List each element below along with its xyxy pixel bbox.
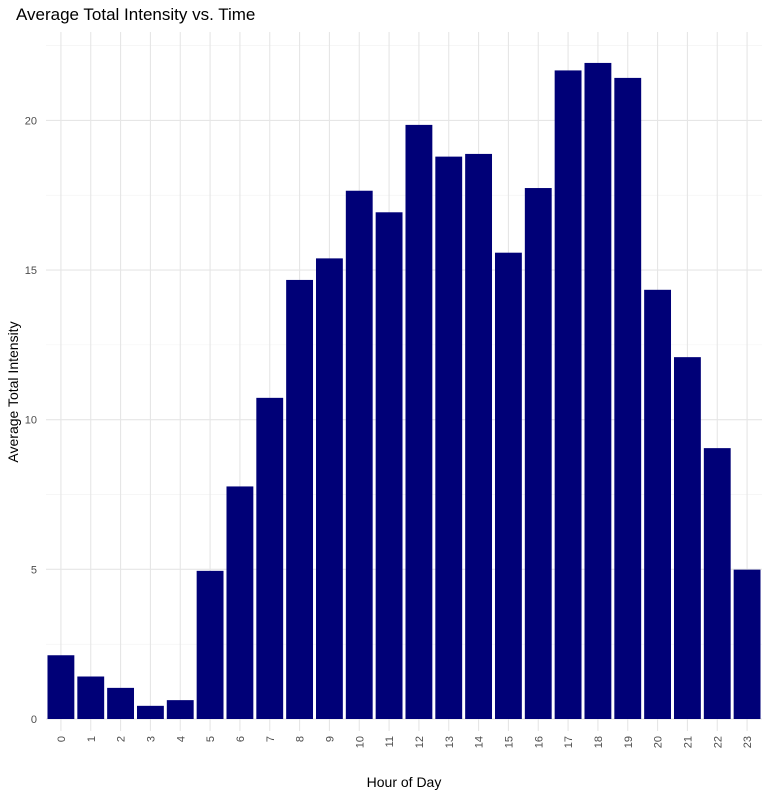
bar-hour-7 — [256, 397, 284, 719]
x-tick-label: 13 — [444, 736, 456, 748]
x-axis-ticks: 0 1 2 3 4 5 6 7 8 9 10 11 12 13 14 15 16 17 18 19 20 21 22 23 — [56, 736, 754, 748]
x-tick-label: 15 — [503, 736, 515, 748]
y-axis-ticks: 0 5 10 15 20 — [25, 115, 37, 726]
bar-hour-12 — [405, 124, 433, 719]
bar-hour-23 — [733, 569, 761, 719]
y-tick-label: 5 — [31, 564, 37, 576]
bar-hour-11 — [375, 212, 403, 720]
bar-hour-15 — [494, 252, 522, 719]
bar-hour-14 — [465, 153, 493, 720]
x-tick-label: 8 — [295, 736, 307, 742]
bar-hour-3 — [136, 705, 164, 719]
bar-hour-13 — [435, 156, 463, 719]
x-tick-label: 5 — [205, 736, 217, 742]
x-tick-label: 0 — [56, 736, 68, 742]
x-tick-label: 17 — [563, 736, 575, 748]
x-tick-label: 22 — [712, 736, 724, 748]
y-tick-label: 10 — [25, 415, 37, 427]
x-tick-label: 21 — [682, 736, 694, 748]
bar-hour-2 — [107, 687, 135, 719]
x-tick-label: 12 — [414, 736, 426, 748]
bar-hour-0 — [47, 655, 75, 719]
x-tick-label: 4 — [175, 736, 187, 742]
bar-hour-16 — [524, 188, 552, 720]
x-tick-label: 3 — [145, 736, 157, 742]
x-tick-label: 19 — [623, 736, 635, 748]
x-tick-label: 18 — [593, 736, 605, 748]
bar-hour-4 — [166, 700, 194, 719]
x-tick-label: 1 — [86, 736, 98, 742]
y-tick-label: 0 — [31, 714, 37, 726]
y-tick-label: 20 — [25, 115, 37, 127]
bar-hour-19 — [614, 77, 642, 719]
y-axis-label: Average Total Intensity — [5, 321, 21, 462]
bar-hour-22 — [703, 448, 731, 719]
x-tick-label: 7 — [265, 736, 277, 742]
x-tick-label: 6 — [235, 736, 247, 742]
bar-hour-17 — [554, 70, 582, 720]
chart-title: Average Total Intensity vs. Time — [16, 5, 255, 24]
bar-hour-20 — [644, 289, 672, 719]
x-tick-label: 20 — [653, 736, 665, 748]
bar-hour-21 — [673, 357, 701, 719]
bar-hour-18 — [584, 62, 612, 720]
bar-hour-5 — [196, 570, 224, 719]
bar-hour-9 — [315, 258, 343, 719]
x-tick-label: 16 — [533, 736, 545, 748]
bar-hour-8 — [286, 279, 314, 719]
x-tick-label: 11 — [384, 736, 396, 747]
x-tick-label: 23 — [742, 736, 754, 748]
bar-hour-10 — [345, 190, 373, 720]
x-tick-label: 10 — [354, 736, 366, 748]
x-tick-label: 9 — [324, 736, 336, 742]
x-tick-label: 14 — [474, 736, 486, 748]
bars — [47, 62, 761, 720]
x-axis-label: Hour of Day — [367, 774, 442, 790]
x-tick-label: 2 — [116, 736, 128, 742]
bar-hour-6 — [226, 486, 254, 719]
y-tick-label: 15 — [25, 265, 37, 277]
bar-hour-1 — [77, 676, 105, 719]
